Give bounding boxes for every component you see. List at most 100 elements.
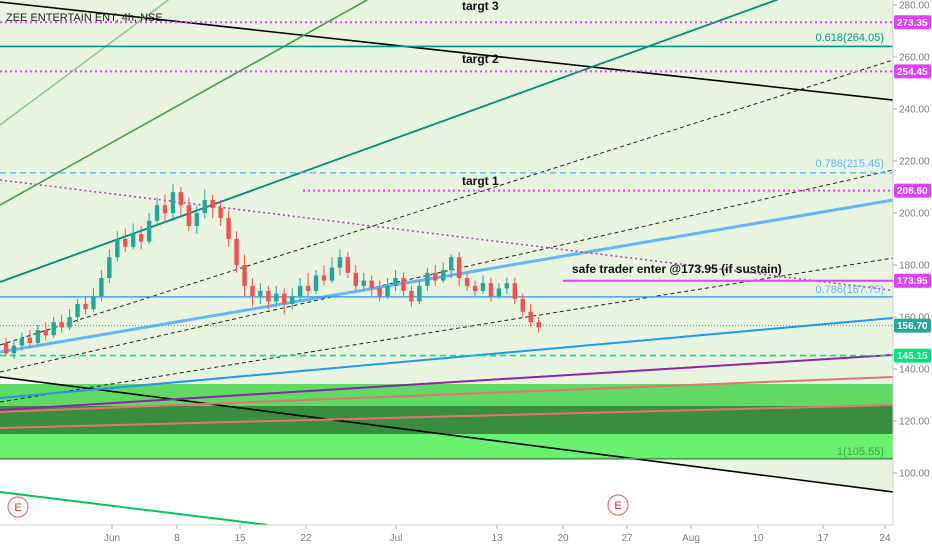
candle[interactable] (250, 278, 255, 307)
candle[interactable] (417, 280, 422, 304)
candle[interactable] (154, 197, 160, 226)
red-trend-1[interactable] (0, 376, 893, 413)
candle[interactable] (401, 272, 406, 297)
candle[interactable] (138, 226, 144, 250)
price-badge-support[interactable]: 145.15 (894, 348, 931, 363)
candle[interactable] (520, 293, 525, 317)
y-tick-label: 280.00 (899, 1, 930, 12)
candle[interactable] (51, 317, 56, 338)
candle[interactable] (393, 270, 398, 291)
candle[interactable] (162, 194, 168, 224)
event-marker-1[interactable]: E (7, 496, 29, 518)
price-badge-safe-entry[interactable]: 173.95 (894, 273, 931, 288)
candle[interactable] (290, 288, 295, 310)
candle[interactable] (19, 332, 25, 351)
candle[interactable] (218, 200, 223, 226)
candle-body (162, 205, 168, 213)
y-tick-label: 120.00 (899, 417, 930, 428)
candle[interactable] (361, 272, 366, 291)
candle[interactable] (67, 309, 72, 330)
fan-line-mid[interactable] (0, 0, 385, 206)
candle[interactable] (409, 285, 414, 307)
price-badge-targt-2[interactable]: 254.45 (894, 64, 931, 79)
candle[interactable] (170, 184, 176, 219)
price-axis[interactable]: 100.00 120.00 140.00 160.00 180.00 200.00 220.… (892, 0, 930, 525)
candle[interactable] (11, 340, 17, 359)
candle[interactable] (194, 205, 199, 234)
candle[interactable] (488, 278, 494, 302)
time-axis[interactable]: Jun 8 15 22 Jul 13 20 27 Aug 10 17 24 (0, 524, 893, 544)
candle[interactable] (321, 265, 327, 286)
candle-body (234, 239, 239, 265)
price-badge-last-price[interactable]: 156.70 (894, 318, 931, 333)
candle[interactable] (107, 249, 112, 284)
candle-body (456, 257, 462, 278)
candle[interactable] (528, 304, 533, 328)
candle[interactable] (210, 194, 215, 219)
candle[interactable] (369, 275, 374, 297)
candle[interactable] (353, 265, 358, 291)
candle[interactable] (83, 296, 88, 315)
candle[interactable] (305, 272, 311, 297)
candle[interactable] (274, 285, 279, 307)
candle-body (51, 322, 56, 336)
candle[interactable] (123, 228, 128, 252)
candle[interactable] (226, 210, 231, 247)
candle[interactable] (536, 317, 541, 333)
candle[interactable] (131, 223, 136, 250)
candle[interactable] (433, 265, 438, 286)
candle[interactable] (258, 283, 263, 304)
candle[interactable] (329, 257, 335, 284)
candle[interactable] (345, 252, 351, 278)
candle[interactable] (178, 187, 184, 216)
candle[interactable] (99, 270, 104, 302)
candle[interactable] (504, 278, 510, 294)
candle[interactable] (512, 278, 517, 304)
candle[interactable] (91, 288, 96, 312)
candle[interactable] (3, 337, 9, 356)
candle[interactable] (35, 324, 40, 346)
fan-line-light[interactable] (0, 0, 195, 126)
candle[interactable] (337, 249, 343, 276)
candle[interactable] (234, 231, 239, 273)
candle[interactable] (464, 272, 470, 291)
green-bottom-line[interactable] (0, 491, 269, 525)
candle[interactable] (313, 270, 319, 294)
candle[interactable] (425, 267, 430, 291)
descending-black-bottom[interactable] (0, 376, 893, 493)
candle[interactable] (377, 280, 382, 302)
candle[interactable] (186, 197, 192, 232)
candle[interactable] (75, 298, 80, 323)
descending-black-top[interactable] (0, 1, 893, 101)
x-tick-label: 27 (621, 533, 633, 544)
dash-line-1[interactable] (0, 59, 893, 346)
candle[interactable] (27, 330, 33, 349)
candle-body (369, 280, 374, 289)
candle[interactable] (59, 314, 64, 333)
candle[interactable] (202, 189, 207, 219)
candle[interactable] (480, 275, 486, 294)
candle[interactable] (496, 283, 502, 299)
candle[interactable] (456, 252, 462, 286)
blue-trend-lower[interactable] (0, 317, 893, 399)
candle[interactable] (146, 213, 152, 245)
dash-line-2[interactable] (0, 169, 893, 373)
event-marker-2[interactable]: E (607, 494, 629, 516)
price-badge-targt-3[interactable]: 273.35 (894, 15, 931, 30)
candle[interactable] (441, 262, 446, 284)
candle[interactable] (282, 288, 287, 315)
candle[interactable] (242, 254, 247, 297)
candle[interactable] (115, 231, 120, 263)
purple-trend[interactable] (0, 354, 893, 411)
blue-trend-upper[interactable] (0, 198, 893, 354)
candle[interactable] (43, 322, 48, 341)
price-badge-targt-1[interactable]: 208.60 (894, 183, 931, 198)
dash-line-3[interactable] (0, 257, 893, 403)
red-trend-2[interactable] (0, 404, 893, 429)
candle[interactable] (385, 278, 390, 299)
candle[interactable] (472, 280, 478, 297)
candle[interactable] (297, 278, 303, 302)
candle[interactable] (266, 285, 271, 310)
candle[interactable] (449, 254, 454, 278)
